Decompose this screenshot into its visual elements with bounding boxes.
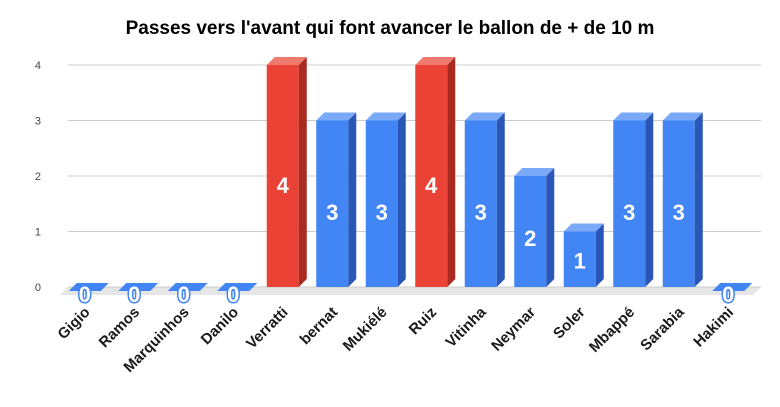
data-label: 0 bbox=[178, 282, 190, 307]
bar-top bbox=[613, 112, 654, 121]
bar bbox=[464, 120, 497, 287]
bar-side bbox=[694, 112, 703, 287]
bar-side bbox=[348, 112, 357, 287]
x-tick-label: Mukiélé bbox=[340, 304, 391, 355]
bar-top bbox=[563, 223, 604, 232]
bar-zero bbox=[167, 283, 208, 291]
bar-zero bbox=[68, 283, 109, 291]
bar bbox=[613, 120, 646, 287]
data-label: 0 bbox=[722, 282, 734, 307]
x-tick-label: Ramos bbox=[96, 304, 143, 351]
y-tick-label: 3 bbox=[35, 116, 41, 128]
bar-side bbox=[496, 112, 505, 287]
y-tick-label: 0 bbox=[35, 282, 41, 294]
data-label: 1 bbox=[574, 248, 586, 273]
bar-zero bbox=[217, 283, 258, 291]
bar-top bbox=[464, 112, 505, 121]
x-tick-label: Hakimi bbox=[690, 304, 737, 351]
x-tick-label: Danilo bbox=[198, 304, 242, 348]
bar bbox=[266, 65, 299, 287]
x-tick-label: Sarabia bbox=[637, 303, 688, 354]
bar bbox=[365, 120, 398, 287]
y-tick-label: 2 bbox=[35, 171, 41, 183]
bar-top bbox=[365, 112, 406, 121]
bar-side bbox=[397, 112, 406, 287]
x-tick-label: Ruiz bbox=[406, 304, 440, 338]
bar bbox=[662, 120, 695, 287]
x-tick-label: Neymar bbox=[488, 304, 539, 355]
data-label: 0 bbox=[128, 282, 140, 307]
x-tick-label: Verratti bbox=[243, 304, 292, 353]
bar-top bbox=[316, 112, 357, 121]
data-label: 3 bbox=[475, 200, 487, 225]
bar-top bbox=[514, 168, 555, 176]
bar-side bbox=[447, 57, 456, 287]
x-tick-label: Vitinha bbox=[442, 303, 490, 351]
bar-side bbox=[298, 57, 307, 287]
bar-zero bbox=[712, 283, 753, 291]
data-label: 0 bbox=[79, 282, 91, 307]
data-label: 0 bbox=[227, 282, 239, 307]
chart-title: Passes vers l'avant qui font avancer le … bbox=[125, 18, 655, 39]
data-label: 3 bbox=[326, 200, 338, 225]
bar bbox=[415, 65, 448, 287]
data-label: 4 bbox=[277, 173, 290, 198]
data-label: 3 bbox=[376, 200, 388, 225]
bar bbox=[563, 231, 596, 287]
data-label: 4 bbox=[425, 173, 438, 198]
bar-top bbox=[266, 57, 307, 65]
y-tick-label: 1 bbox=[35, 227, 41, 239]
bar-side bbox=[546, 168, 555, 287]
x-tick-label: Mbappé bbox=[586, 304, 638, 356]
data-label: 2 bbox=[524, 226, 536, 251]
bar bbox=[514, 176, 547, 287]
x-tick-label: Soler bbox=[550, 304, 589, 343]
data-label: 3 bbox=[673, 200, 685, 225]
bar-zero bbox=[118, 283, 159, 291]
bar-top bbox=[415, 57, 456, 65]
data-label: 3 bbox=[623, 200, 635, 225]
bar-top bbox=[662, 112, 703, 121]
y-tick-label: 4 bbox=[35, 60, 41, 72]
chart-floor bbox=[60, 287, 761, 295]
bar-side bbox=[645, 112, 654, 287]
x-tick-label: Gigio bbox=[54, 304, 93, 343]
bar bbox=[316, 120, 349, 287]
bar-side bbox=[595, 223, 604, 287]
x-tick-label: bernat bbox=[297, 304, 341, 348]
